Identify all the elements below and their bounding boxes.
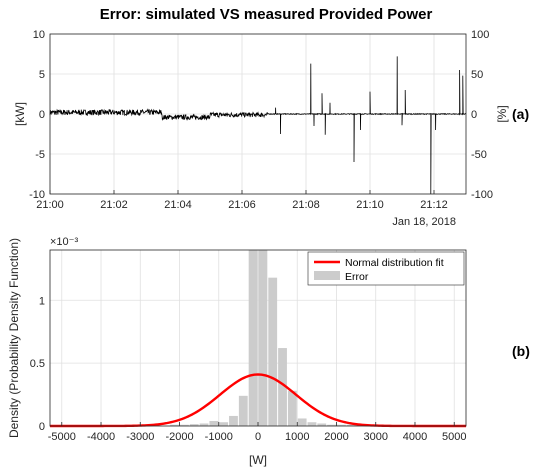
panel-a-right-ticks: 100 50 0 -50 -100 <box>471 29 493 201</box>
panel-a-date-label: Jan 18, 2018 <box>392 216 456 228</box>
histogram-bar-9 <box>258 250 268 426</box>
histogram-bar-1 <box>180 424 189 426</box>
histogram-bar-11 <box>278 348 287 426</box>
panel-a-x-tick-label-0: 21:00 <box>36 199 64 211</box>
panel-a-right-tick-label-4: -100 <box>471 189 493 201</box>
panel-b-x-tick-label-10: 5000 <box>442 431 466 443</box>
panel-b-x-tick-label-0: -5000 <box>48 431 76 443</box>
panel-b-x-tick-label-8: 3000 <box>363 431 387 443</box>
histogram-bar-6 <box>229 415 238 426</box>
panel-b-x-tick-label-7: 2000 <box>324 431 348 443</box>
panel-b-y-exponent: ×10⁻³ <box>50 236 78 248</box>
histogram-bar-10 <box>268 277 278 426</box>
panel-b-xlabel: [W] <box>249 453 267 467</box>
panel-a-x-ticks: 21:00 21:02 21:04 21:06 21:08 21:10 21:12 <box>36 190 448 211</box>
histogram-bar-7 <box>238 395 248 426</box>
panel-a-x-tick-label-6: 21:12 <box>420 199 448 211</box>
panel-b-label: (b) <box>512 343 530 359</box>
panel-a-right-ylabel: [%] <box>495 105 509 122</box>
histogram-bar-12 <box>287 390 297 426</box>
panel-a-left-tick-label-0: 10 <box>33 29 45 41</box>
panel-a-left-ylabel: [kW] <box>13 102 27 126</box>
panel-a-left-tick-label-1: 5 <box>39 69 45 81</box>
histogram-bar-2 <box>189 424 199 426</box>
panel-a-right-tick-label-3: -50 <box>471 149 487 161</box>
panel-a-error-line <box>49 56 466 195</box>
panel-a-x-tick-label-4: 21:08 <box>292 199 320 211</box>
panel-a-right-tick-label-2: 0 <box>471 109 477 121</box>
panel-b-x-tick-label-5: 0 <box>255 431 261 443</box>
histogram-bar-14 <box>307 422 317 426</box>
histogram-bar-17 <box>336 424 346 426</box>
panel-b-x-tick-label-1: -4000 <box>87 431 115 443</box>
panel-b-y-tick-label-1: 0.5 <box>30 358 45 370</box>
histogram-bar-4 <box>209 420 219 426</box>
panel-a-left-tick-label-2: 0 <box>39 109 45 121</box>
panel-a-left-tick-label-4: -10 <box>29 189 45 201</box>
histogram-bar-18 <box>346 424 356 426</box>
panel-a-frame <box>49 33 467 195</box>
histogram-bar-13 <box>297 418 307 426</box>
panel-b-x-tick-label-2: -3000 <box>126 431 154 443</box>
panel-b: 00.51 -5000 -4000 -3000 -2000 -1000 0 1000 2000… <box>7 236 530 467</box>
chart-title: Error: simulated VS measured Provided Po… <box>100 6 433 23</box>
panel-a-left-ticks: 10 5 0 -5 -10 <box>29 29 45 201</box>
legend-fit-label: Normal distribution fit <box>345 257 444 269</box>
histogram-bar-3 <box>199 423 209 426</box>
panel-a-label: (a) <box>512 106 529 122</box>
panel-b-histogram <box>170 250 356 426</box>
panel-a-x-tick-label-1: 21:02 <box>100 199 128 211</box>
panel-b-ylabel: Density (Probability Density Function) <box>7 238 21 438</box>
panel-b-y-tick-label-2: 1 <box>39 295 45 307</box>
panel-a-x-tick-label-5: 21:10 <box>356 199 384 211</box>
panel-b-x-tick-label-6: 1000 <box>285 431 309 443</box>
panel-a-x-tick-label-2: 21:04 <box>164 199 192 211</box>
histogram-bar-0 <box>170 424 180 426</box>
legend-error-swatch <box>314 271 340 280</box>
panel-a-x-tick-label-3: 21:06 <box>228 199 256 211</box>
panel-b-y-tick-label-0: 0 <box>39 421 45 433</box>
panel-b-legend: Normal distribution fit Error <box>307 251 465 286</box>
histogram-bar-5 <box>219 422 229 426</box>
panel-a-right-tick-label-0: 100 <box>471 29 489 41</box>
panel-a-right-tick-label-1: 50 <box>471 69 483 81</box>
histogram-bar-15 <box>317 423 327 426</box>
legend-error-label: Error <box>345 271 369 283</box>
panel-b-x-tick-label-3: -2000 <box>165 431 193 443</box>
panel-b-x-tick-label-4: -1000 <box>205 431 233 443</box>
panel-b-y-ticks: 00.51 <box>30 295 45 433</box>
histogram-bar-16 <box>327 424 336 426</box>
panel-b-x-tick-label-9: 4000 <box>403 431 427 443</box>
panel-b-x-ticks: -5000 -4000 -3000 -2000 -1000 0 1000 2000 3000 40… <box>48 422 466 443</box>
histogram-bar-8 <box>248 250 258 426</box>
panel-a-left-tick-label-3: -5 <box>35 149 45 161</box>
